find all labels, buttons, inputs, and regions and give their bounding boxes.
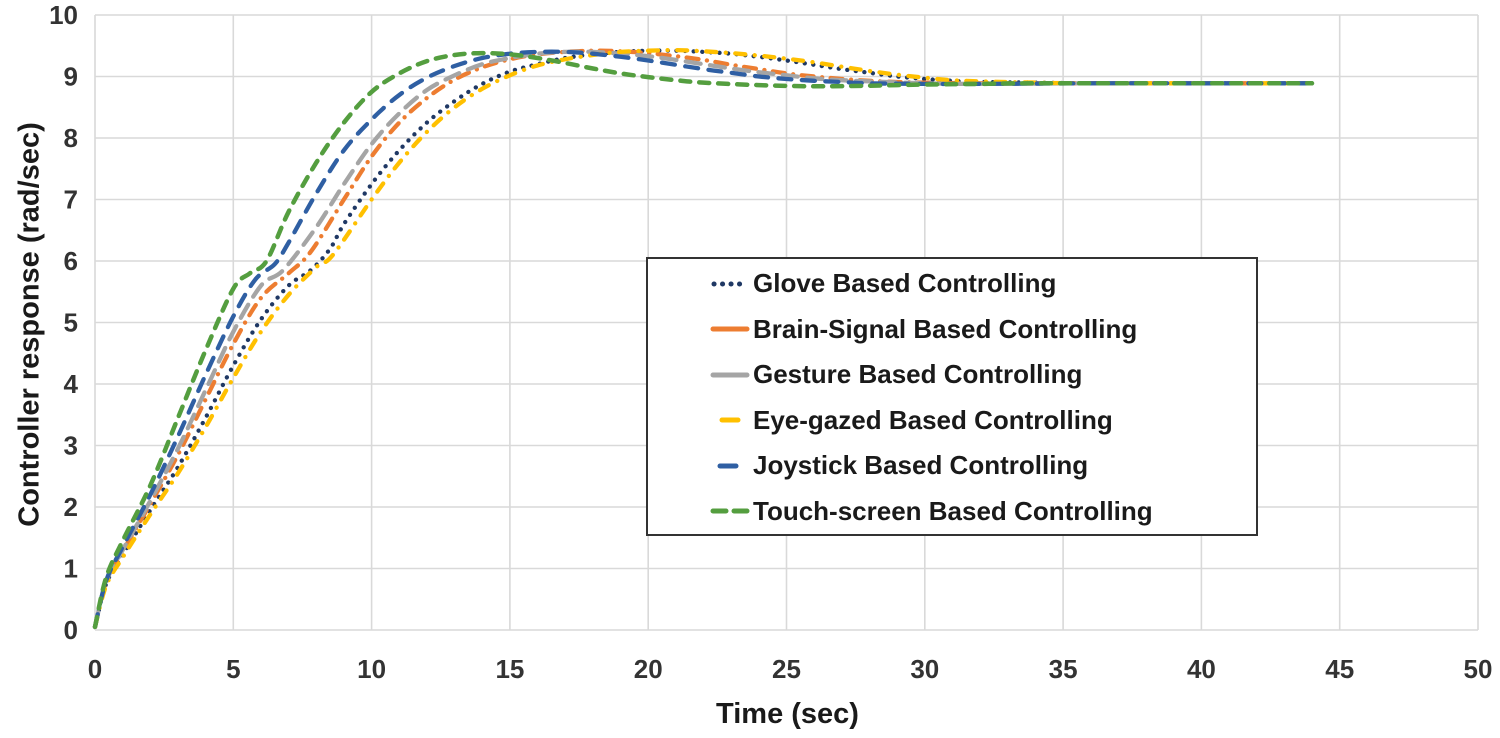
series-line-3 (92, 47, 1315, 630)
x-tick-label: 15 (495, 654, 524, 684)
legend-item-touch-screen: Touch-screen Based Controlling (648, 489, 1256, 535)
y-tick-label: 1 (64, 554, 78, 584)
legend-item-label: Brain-Signal Based Controlling (753, 313, 1138, 344)
y-tick-label: 4 (64, 369, 79, 399)
chart-legend: Glove Based Controlling Brain-Signal Bas… (646, 257, 1258, 536)
legend-item-label: Glove Based Controlling (753, 268, 1057, 299)
legend-item-label: Eye-gazed Based Controlling (753, 404, 1113, 435)
y-tick-label: 10 (49, 0, 78, 30)
x-tick-label: 25 (772, 654, 801, 684)
legend-item-brain-signal: Brain-Signal Based Controlling (648, 307, 1256, 353)
y-tick-label: 3 (64, 431, 78, 461)
legend-item-joystick: Joystick Based Controlling (648, 443, 1256, 489)
y-tick-label: 0 (64, 615, 78, 645)
x-axis-title: Time (sec) (716, 698, 859, 730)
x-tick-label: 35 (1049, 654, 1078, 684)
legend-item-label: Joystick Based Controlling (753, 450, 1089, 481)
y-tick-label: 7 (64, 185, 78, 215)
legend-line-swatch-long-dash (717, 463, 739, 469)
y-tick-label: 6 (64, 246, 78, 276)
y-tick-label: 2 (64, 492, 78, 522)
x-tick-label: 0 (88, 654, 102, 684)
legend-item-label: Gesture Based Controlling (753, 359, 1083, 390)
x-tick-label: 5 (226, 654, 240, 684)
legend-item-eye-gazed: Eye-gazed Based Controlling (648, 398, 1256, 444)
series-line-5 (92, 50, 1315, 630)
y-axis-title: Controller response (rad/sec) (13, 122, 46, 527)
series-line-4 (92, 49, 1315, 630)
y-tick-label: 9 (64, 62, 78, 92)
legend-item-glove: Glove Based Controlling (648, 261, 1256, 307)
legend-line-swatch-dotted (711, 281, 743, 287)
legend-line-swatch-short-dash (719, 417, 741, 423)
x-tick-label: 40 (1187, 654, 1216, 684)
legend-item-gesture: Gesture Based Controlling (648, 352, 1256, 398)
x-tick-label: 10 (357, 654, 386, 684)
legend-line-swatch-dash-dot (710, 326, 750, 332)
x-tick-label: 50 (1464, 654, 1493, 684)
x-tick-label: 20 (634, 654, 663, 684)
legend-line-swatch-dash (710, 372, 750, 378)
y-tick-label: 8 (64, 123, 78, 153)
legend-item-label: Touch-screen Based Controlling (753, 495, 1153, 526)
x-tick-label: 30 (910, 654, 939, 684)
legend-line-swatch-medium-dash (710, 508, 750, 514)
y-tick-label: 5 (64, 308, 78, 338)
x-tick-label: 45 (1325, 654, 1354, 684)
